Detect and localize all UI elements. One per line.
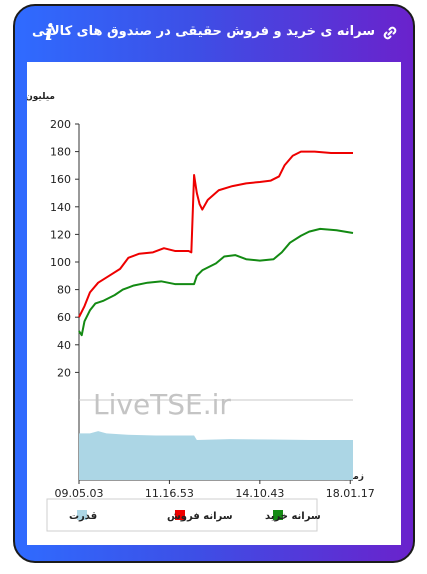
y-axis-label: میلیون تومان <box>27 92 55 102</box>
x-tick-label: 09.05.03 <box>55 487 104 500</box>
legend-item-sell-swatch[interactable] <box>175 510 185 520</box>
x-tick-label: 14.10.43 <box>235 487 284 500</box>
x-tick-label: 11.16.53 <box>145 487 194 500</box>
legend-item-buy-swatch[interactable] <box>273 510 283 520</box>
series-sell-line <box>78 150 353 318</box>
chart-card: i سرانه ی خرید و فروش حقیقی در صندوق های… <box>13 4 415 563</box>
watermark: LiveTSE.ir <box>93 388 231 421</box>
series-buy-line <box>78 227 354 337</box>
y-tick-label: 140 <box>50 201 71 214</box>
y-tick-label: 60 <box>57 311 71 324</box>
y-tick-label: 40 <box>57 339 71 352</box>
chart-title: سرانه ی خرید و فروش حقیقی در صندوق های ک… <box>31 24 375 39</box>
legend-item-buy-label[interactable]: سرانه خرید <box>265 511 321 522</box>
y-tick-label: 160 <box>50 173 71 186</box>
y-tick-label: 200 <box>50 118 71 131</box>
series-power-area <box>79 431 353 480</box>
y-tick-label: 100 <box>50 256 71 269</box>
y-tick-label: 80 <box>57 284 71 297</box>
x-tick-label: 18.01.17 <box>326 487 375 500</box>
legend: سرانه خرید سرانه فروش قدرت <box>46 498 321 532</box>
legend-item-power-swatch[interactable] <box>77 510 87 520</box>
y-tick-label: 180 <box>50 146 71 159</box>
link-icon[interactable] <box>381 24 399 42</box>
card-header: i سرانه ی خرید و فروش حقیقی در صندوق های… <box>15 6 413 61</box>
x-axis-label: زمان <box>342 472 364 482</box>
info-icon[interactable]: i <box>45 20 54 46</box>
y-tick-label: 20 <box>57 366 71 379</box>
y-tick-label: 120 <box>50 228 71 241</box>
legend-item-sell-label[interactable]: سرانه فروش <box>167 511 233 522</box>
legend-item-power-label[interactable]: قدرت <box>69 511 97 522</box>
